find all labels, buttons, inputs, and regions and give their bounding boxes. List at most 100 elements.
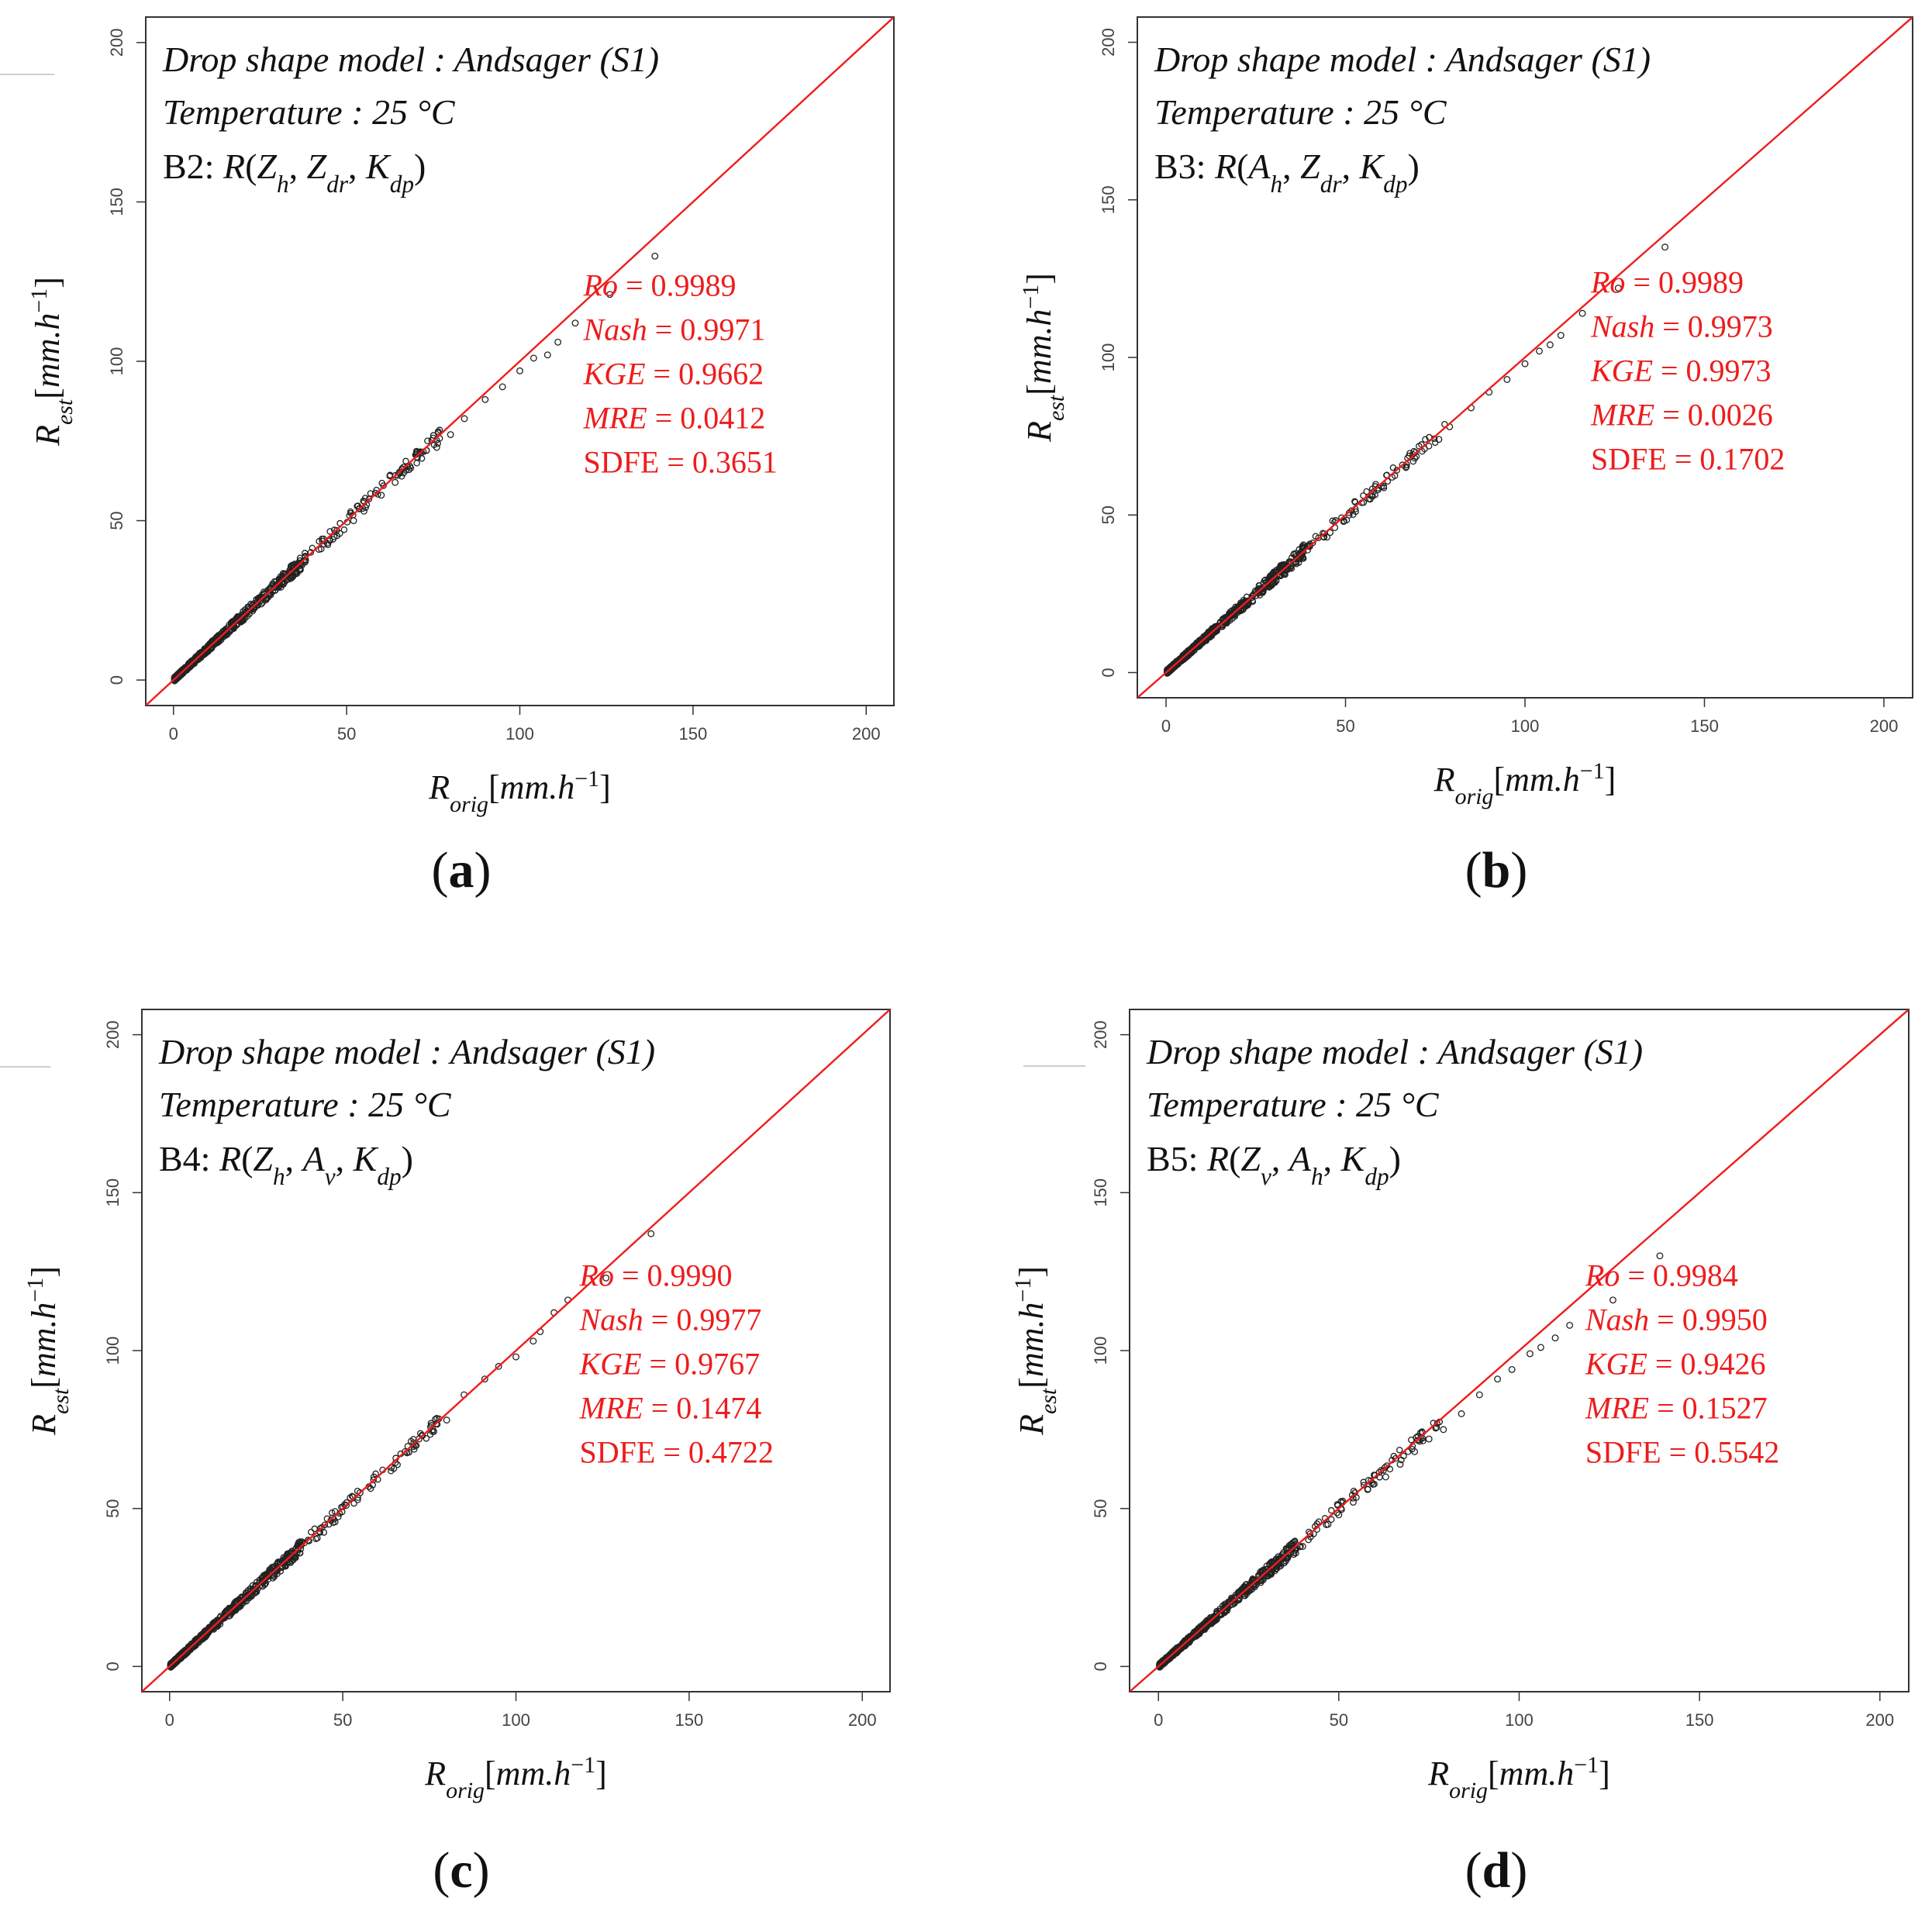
text-run: R [1020,421,1058,443]
y-tick-label: 200 [1091,1020,1110,1049]
y-tick-label: 150 [1091,1178,1110,1207]
data-point [1435,436,1443,443]
data-point [233,1598,240,1605]
stat-value: = 0.9973 [1653,354,1772,388]
stat-mre: MRE = 0.1474 [579,1390,762,1425]
stat-value: = 0.1474 [643,1390,762,1425]
stat-kge: KGE = 0.9973 [1590,354,1772,388]
y-tick-label: 0 [1091,1661,1110,1671]
text-run: mm.h [1013,1303,1051,1378]
data-point [1433,1423,1440,1431]
y-tick-label: 200 [103,1020,122,1049]
data-point [249,1582,257,1589]
data-point [248,1592,255,1600]
stat-value: = 0.1702 [1667,442,1785,477]
text-run: ] [1599,1755,1610,1793]
plot-area [1130,1009,1909,1692]
x-tick-label: 200 [1865,1710,1894,1730]
data-point [530,354,537,362]
text-run: Z [257,147,277,186]
data-point [280,581,287,588]
data-point [651,252,659,260]
text-run: ( [1237,147,1248,186]
data-point [1578,309,1586,317]
x-tick-label: 150 [675,1710,704,1730]
annotation-drop-shape: Drop shape model : Andsager (S1) [1146,1032,1643,1071]
data-point [1172,1649,1179,1656]
data-point [253,602,260,609]
data-point [606,291,614,298]
y-tick-label: 150 [107,188,126,216]
stat-key: SDFE [580,1434,656,1469]
stat-ro: Ro = 0.9989 [1590,265,1744,300]
data-point [1157,1661,1164,1668]
text-run: ] [1605,761,1616,799]
data-point [240,608,247,615]
data-point [1328,1516,1335,1523]
data-point [1338,514,1345,522]
text-run: mm.h [1499,1755,1575,1793]
text-run: A [1246,147,1271,186]
text-run: h [273,1163,285,1190]
data-point [1306,1530,1314,1537]
data-point [1422,436,1429,443]
text-run: [ [1013,1377,1051,1389]
data-point [1503,376,1511,383]
data-point [402,457,409,465]
data-point [1244,1585,1251,1592]
data-point [304,1536,312,1544]
data-point [307,549,315,556]
x-axis-label: Rorig[mm.h−1] [1433,758,1616,809]
stat-ro: Ro = 0.9990 [579,1258,733,1292]
data-point [1413,1437,1421,1444]
stat-ro: Ro = 0.9984 [1585,1258,1738,1292]
text-run: v [1261,1163,1271,1190]
stat-value: = 0.9973 [1654,309,1773,344]
stat-key: MRE [583,401,647,436]
data-point [231,1604,239,1611]
text-run: , [336,1139,354,1178]
text-run: dp [1383,171,1407,198]
data-point [554,338,562,346]
x-tick-label: 0 [165,1710,174,1730]
data-point [1296,1543,1303,1551]
text-run: ] [599,768,611,806]
text-run: R [219,1139,241,1178]
plot-area [146,17,894,706]
y-tick-label: 100 [107,347,126,376]
data-point [1351,498,1358,505]
y-tick-label: 100 [1091,1337,1110,1365]
text-run: B3: [1154,147,1215,186]
scatter-panel-a: 0 50 100 150 200 0 50 100 150 200 Drop shape model… [26,16,895,817]
y-tick-label: 0 [103,1661,122,1671]
text-run: mm.h [500,768,575,806]
data-point [365,495,373,502]
x-tick-label: 200 [852,724,881,744]
data-point [1508,1365,1516,1373]
text-run: , [285,1139,303,1178]
text-run: B4: [159,1139,219,1178]
text-run: ( [245,147,257,186]
x-tick-label: 50 [337,724,356,744]
data-point [318,1523,326,1531]
panel-label-a: (a) [431,842,492,899]
y-tick-label: 150 [1099,185,1118,214]
data-point [1282,571,1289,578]
text-run: orig [446,1778,485,1803]
text-run: est [1044,395,1069,421]
stat-key: KGE [1585,1346,1647,1381]
text-run: R [424,1755,446,1793]
text-run: dp [390,171,414,198]
y-tick-label: 0 [1099,668,1118,677]
data-point [1231,1597,1238,1604]
data-point [1609,1296,1616,1304]
data-point [1167,664,1175,671]
x-axis-label: Rorig[mm.h−1] [1427,1752,1609,1803]
stat-value: = 0.9977 [643,1302,762,1337]
text-run: R [1206,1139,1229,1178]
text-run: mm.h [1505,761,1580,799]
data-point [1259,589,1266,596]
text-run: K [353,1139,379,1178]
data-point [1255,581,1263,589]
text-run: −1 [1010,1278,1036,1303]
